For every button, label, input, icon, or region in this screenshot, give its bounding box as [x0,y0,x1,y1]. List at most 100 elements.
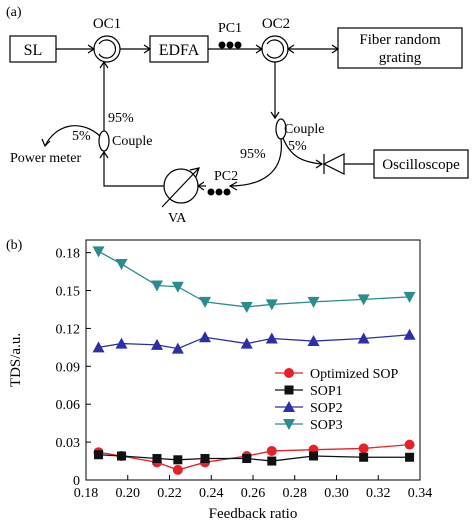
arrow-head [270,111,280,120]
data-point-triangle-up [265,332,278,344]
series-line [98,454,410,462]
series-line [98,250,410,308]
x-tick-label: 0.32 [366,486,391,501]
va-slash [161,167,200,208]
fiber-grating-label-line2: grating [379,50,422,66]
data-point-triangle-down [115,259,128,270]
data-point-circle [358,443,369,454]
series-sop2 [92,328,416,354]
pc2-icon [207,188,231,196]
oc2-label: OC2 [262,16,290,32]
plot-frame [85,239,421,481]
edfa-label: EDFA [159,42,200,59]
data-point-circle [404,439,415,450]
data-point-square [242,454,252,464]
data-point-triangle-down [240,301,253,313]
right-couple-label: Couple [284,122,324,137]
data-point-triangle-down [307,296,320,308]
panel-b-label: (b) [6,238,23,253]
legend-item: SOP2 [275,401,343,416]
data-point-circle [266,445,277,456]
arrow-head [99,150,109,159]
link-coupler-detector [282,137,323,165]
oscilloscope-label: Oscilloscope [382,157,460,173]
data-point-square [309,451,319,461]
x-axis-label: Feedback ratio [209,506,298,522]
data-point-triangle-up [150,338,163,350]
legend-item: SOP3 [275,418,343,433]
series-sop3 [92,246,416,313]
data-point-triangle-up [403,328,416,340]
data-point-square [405,452,415,462]
oc2-circle-arrow [266,39,285,59]
data-point-triangle-down [198,296,211,308]
data-point-triangle-up [92,341,105,353]
legend-item: SOP1 [275,384,343,399]
oc1-circle-arrow [98,39,117,59]
y-axis-label: TDS/a.u. [8,333,24,387]
data-point-square [94,450,104,460]
series-layer [92,246,416,475]
link-va-coupler [103,152,164,187]
data-point-square [200,454,210,464]
oscilloscope-box [373,149,469,179]
y-tick-label: 0 [73,474,80,489]
data-point-triangle-up [283,401,295,412]
left-95-percent: 95% [108,111,134,126]
legend-label: SOP1 [310,384,343,399]
x-tick-label: 0.30 [324,486,349,501]
y-tick-label: 0.06 [56,398,81,413]
data-point-circle [284,368,294,378]
axis-ticks: 0.18 0.20 0.22 0.24 0.26 0.28 0.30 0.32 0.34 0 0.0… [56,247,433,501]
pc1-icon [218,41,242,49]
arrow-head [189,167,200,178]
series-sop1 [94,450,415,466]
pc1-label: PC1 [218,21,242,36]
data-point-triangle-down [403,291,416,303]
arrow-head [41,138,51,148]
arrow-head [286,44,295,54]
left-5-percent: 5% [72,129,91,144]
data-point-square [267,456,277,466]
data-point-triangle-down [171,281,184,293]
photodetector-icon [322,153,345,175]
y-tick-label: 0.03 [56,436,81,451]
x-tick-label: 0.18 [74,486,99,501]
data-point-triangle-down [283,419,295,430]
legend-label: SOP3 [310,418,343,433]
x-tick-label: 0.22 [157,486,182,501]
y-tick-label: 0.15 [56,285,81,300]
setup-diagram [9,27,469,208]
legend: Optimized SOP SOP1 SOP2 SOP3 [275,367,398,433]
right-95-percent: 95% [240,147,266,162]
data-point-triangle-down [357,294,370,306]
fiber-grating-label-line1: Fiber random [359,32,441,48]
x-tick-label: 0.24 [199,486,224,501]
series-line [98,334,410,350]
arrow-head [228,181,238,191]
data-point-circle [172,464,183,475]
sl-label: SL [24,42,43,59]
x-tick-label: 0.28 [283,486,308,501]
data-point-triangle-down [150,280,163,292]
legend-item: Optimized SOP [275,367,398,382]
data-point-square [359,452,369,462]
legend-label: SOP2 [310,401,343,416]
link-coupler-pc2 [229,138,282,187]
data-point-triangle-up [357,332,370,344]
y-tick-label: 0.12 [56,322,81,337]
pc2-label: PC2 [214,169,238,184]
data-point-triangle-up [307,335,320,347]
data-point-square [152,454,162,464]
fiber-grating-box [337,27,463,69]
legend-label: Optimized SOP [310,367,398,382]
data-point-triangle-up [115,337,128,349]
left-couple-label: Couple [112,134,152,149]
data-point-triangle-down [265,299,278,311]
right-5-percent: 5% [288,139,307,154]
x-tick-label: 0.26 [241,486,266,501]
y-tick-label: 0.09 [56,360,81,375]
arrow-head [315,159,324,169]
x-tick-label: 0.20 [116,486,141,501]
